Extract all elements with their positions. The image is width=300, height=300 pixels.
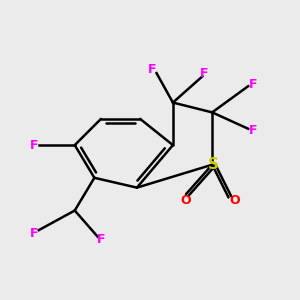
- Text: F: F: [30, 139, 38, 152]
- Text: F: F: [200, 67, 208, 80]
- Text: F: F: [249, 124, 257, 137]
- Text: F: F: [147, 63, 156, 76]
- Text: F: F: [97, 233, 105, 247]
- Text: F: F: [30, 227, 38, 240]
- Text: O: O: [181, 194, 191, 207]
- Text: F: F: [249, 78, 257, 91]
- Text: O: O: [230, 194, 240, 207]
- Text: S: S: [208, 157, 219, 172]
